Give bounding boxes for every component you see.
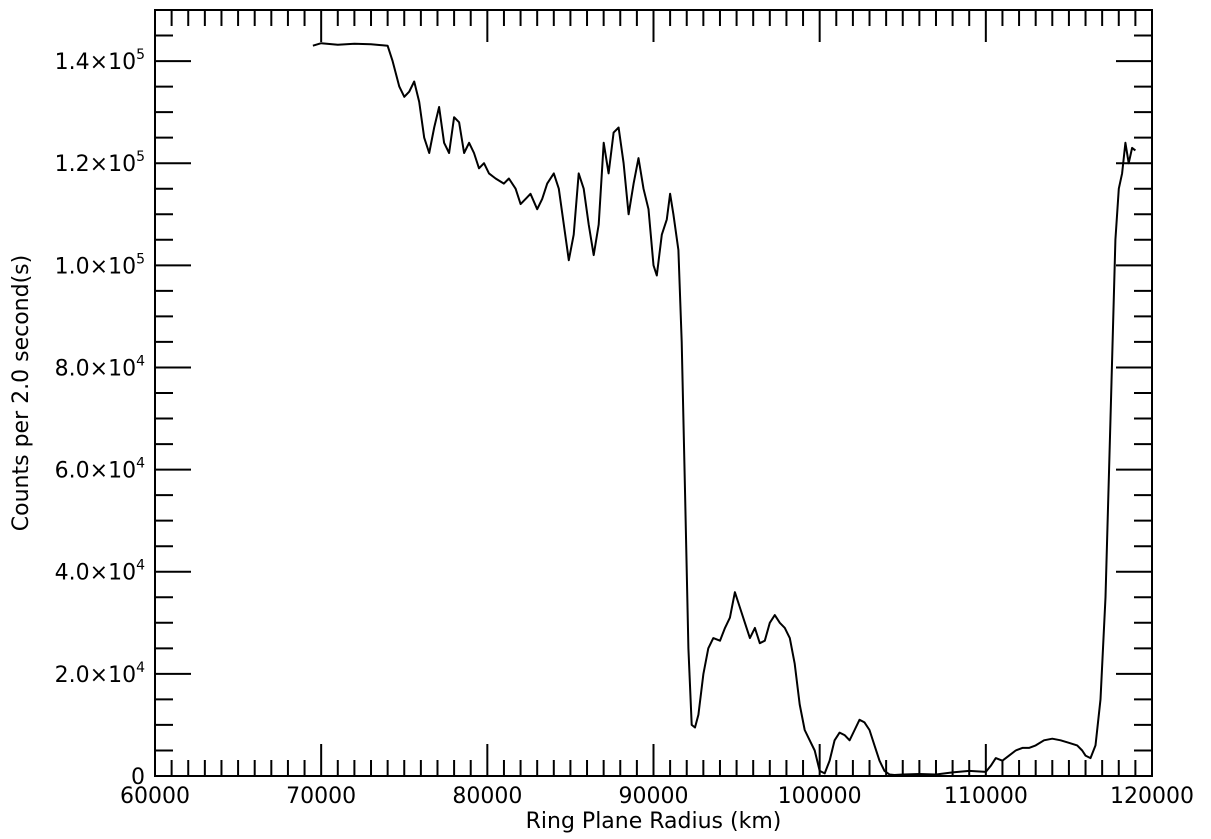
x-tick-label: 80000 <box>452 784 522 809</box>
minor-ticks <box>155 9 1152 776</box>
y-tick-label: 0 <box>131 765 145 790</box>
data-series-line <box>312 42 1137 776</box>
x-axis-label: Ring Plane Radius (km) <box>526 809 782 834</box>
x-tick-label: 90000 <box>619 784 689 809</box>
y-tick-label: 1.0×105 <box>55 251 145 279</box>
y-tick-label: 8.0×104 <box>55 353 145 381</box>
y-tick-label: 4.0×104 <box>55 558 145 586</box>
x-tick-label: 100000 <box>778 784 862 809</box>
y-tick-label: 6.0×104 <box>55 456 145 484</box>
y-tick-label: 1.2×105 <box>55 149 145 177</box>
x-tick-labels: 60000 70000 80000 90000 100000 110000 120000 <box>120 784 1194 809</box>
y-tick-label: 2.0×104 <box>55 660 145 688</box>
y-tick-label: 1.4×105 <box>55 47 145 75</box>
x-tick-label: 60000 <box>120 784 190 809</box>
plot-frame <box>154 9 1153 777</box>
y-axis-label: Counts per 2.0 second(s) <box>9 255 34 531</box>
x-tick-label: 120000 <box>1110 784 1194 809</box>
x-tick-label: 110000 <box>944 784 1028 809</box>
major-ticks <box>154 10 1153 777</box>
x-tick-label: 70000 <box>286 784 356 809</box>
y-tick-labels: 0 2.0×104 4.0×104 6.0×104 8.0×104 1.0×105 1.2×… <box>55 47 145 790</box>
